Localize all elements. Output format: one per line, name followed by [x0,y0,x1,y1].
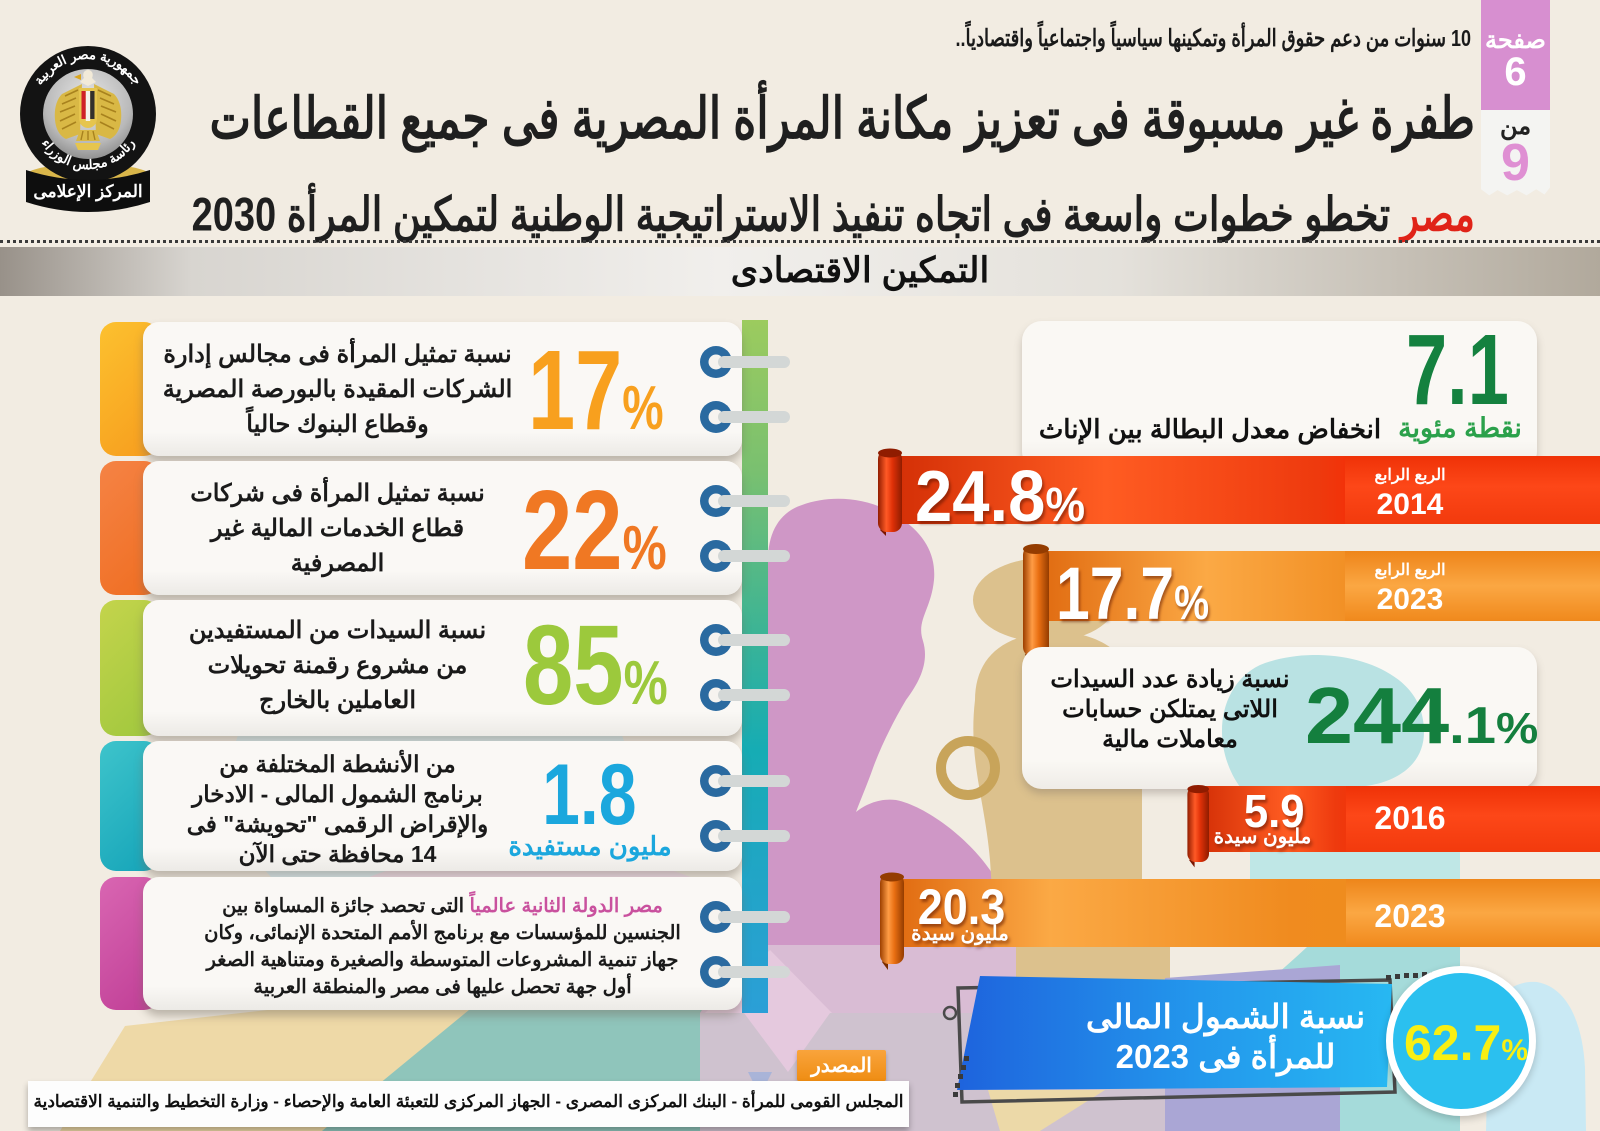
svg-text:المركز الإعلامى: المركز الإعلامى [33,182,142,202]
